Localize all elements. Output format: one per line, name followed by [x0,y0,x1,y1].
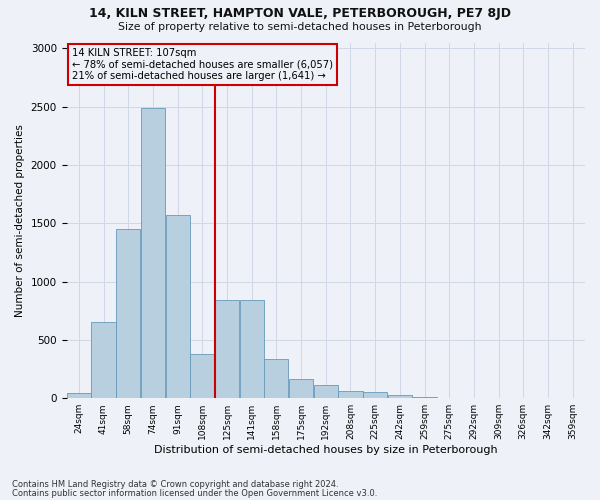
Y-axis label: Number of semi-detached properties: Number of semi-detached properties [15,124,25,317]
Bar [338,391,362,398]
Bar [388,395,412,398]
Bar [166,215,190,398]
Bar [239,300,264,398]
Bar [289,379,313,398]
Bar [67,393,91,398]
Text: Contains public sector information licensed under the Open Government Licence v3: Contains public sector information licen… [12,488,377,498]
Bar [264,358,289,398]
Bar [190,354,214,398]
Bar [215,300,239,398]
Bar [141,108,165,398]
Text: 14 KILN STREET: 107sqm
← 78% of semi-detached houses are smaller (6,057)
21% of : 14 KILN STREET: 107sqm ← 78% of semi-det… [72,48,333,81]
Text: Size of property relative to semi-detached houses in Peterborough: Size of property relative to semi-detach… [118,22,482,32]
Bar [363,392,387,398]
Bar [91,322,116,398]
X-axis label: Distribution of semi-detached houses by size in Peterborough: Distribution of semi-detached houses by … [154,445,497,455]
Bar [412,397,437,398]
Text: Contains HM Land Registry data © Crown copyright and database right 2024.: Contains HM Land Registry data © Crown c… [12,480,338,489]
Bar [314,386,338,398]
Bar [116,229,140,398]
Text: 14, KILN STREET, HAMPTON VALE, PETERBOROUGH, PE7 8JD: 14, KILN STREET, HAMPTON VALE, PETERBORO… [89,8,511,20]
